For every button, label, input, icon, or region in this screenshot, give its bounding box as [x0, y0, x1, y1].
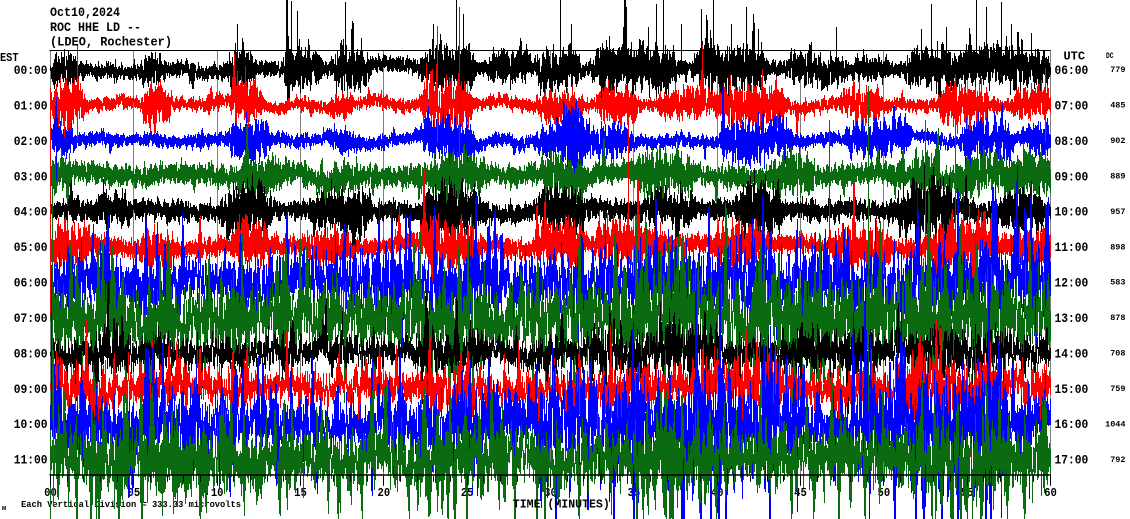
svg-text:708: 708 — [1110, 349, 1125, 359]
svg-text:11:00: 11:00 — [14, 453, 48, 468]
svg-text:779: 779 — [1110, 65, 1125, 75]
svg-text:12:00: 12:00 — [1055, 276, 1089, 291]
svg-text:01:00: 01:00 — [14, 98, 48, 113]
svg-text:10:00: 10:00 — [14, 417, 48, 432]
svg-text:03:00: 03:00 — [14, 169, 48, 184]
svg-text:15: 15 — [294, 486, 307, 500]
svg-text:10: 10 — [211, 486, 224, 500]
svg-text:792: 792 — [1110, 455, 1125, 465]
svg-text:60: 60 — [1044, 486, 1057, 500]
svg-text:10:00: 10:00 — [1055, 205, 1089, 220]
svg-text:07:00: 07:00 — [1055, 98, 1089, 113]
svg-text:485: 485 — [1110, 101, 1125, 111]
svg-text:EST: EST — [0, 51, 19, 65]
svg-text:TIME (MINUTES): TIME (MINUTES) — [513, 497, 610, 511]
svg-text:04:00: 04:00 — [14, 205, 48, 220]
svg-text:1044: 1044 — [1105, 419, 1125, 429]
svg-text:13:00: 13:00 — [1055, 311, 1089, 326]
svg-text:11:00: 11:00 — [1055, 240, 1089, 255]
svg-text:16:00: 16:00 — [1055, 417, 1089, 432]
svg-text:м: м — [2, 505, 6, 513]
svg-text:Each Vertical Division = 333.: Each Vertical Division = 333.33 microvol… — [21, 500, 241, 510]
svg-text:08:00: 08:00 — [1055, 134, 1089, 149]
svg-text:17:00: 17:00 — [1055, 453, 1089, 468]
svg-text:878: 878 — [1110, 313, 1125, 323]
svg-text:05:00: 05:00 — [14, 240, 48, 255]
svg-text:14:00: 14:00 — [1055, 346, 1089, 361]
svg-text:06:00: 06:00 — [14, 276, 48, 291]
svg-text:889: 889 — [1110, 171, 1125, 181]
svg-text:00:00: 00:00 — [14, 63, 48, 78]
svg-text:UTC: UTC — [1064, 50, 1086, 64]
svg-text:ROC HHE LD --: ROC HHE LD -- — [50, 21, 141, 35]
svg-text:898: 898 — [1110, 242, 1125, 252]
svg-text:902: 902 — [1110, 136, 1125, 146]
svg-text:759: 759 — [1110, 384, 1125, 394]
svg-text:09:00: 09:00 — [14, 382, 48, 397]
svg-text:05: 05 — [127, 486, 140, 500]
svg-text:09:00: 09:00 — [1055, 169, 1089, 184]
svg-text:957: 957 — [1110, 207, 1125, 217]
svg-text:02:00: 02:00 — [14, 134, 48, 149]
svg-text:06:00: 06:00 — [1055, 63, 1089, 78]
svg-text:08:00: 08:00 — [14, 346, 48, 361]
svg-text:(LDEO, Rochester): (LDEO, Rochester) — [50, 35, 172, 49]
svg-text:15:00: 15:00 — [1055, 382, 1089, 397]
svg-text:Oct10,2024: Oct10,2024 — [50, 6, 120, 20]
svg-text:583: 583 — [1110, 278, 1125, 288]
svg-text:20: 20 — [377, 486, 390, 500]
svg-text:07:00: 07:00 — [14, 311, 48, 326]
svg-text:DC: DC — [1106, 51, 1114, 61]
